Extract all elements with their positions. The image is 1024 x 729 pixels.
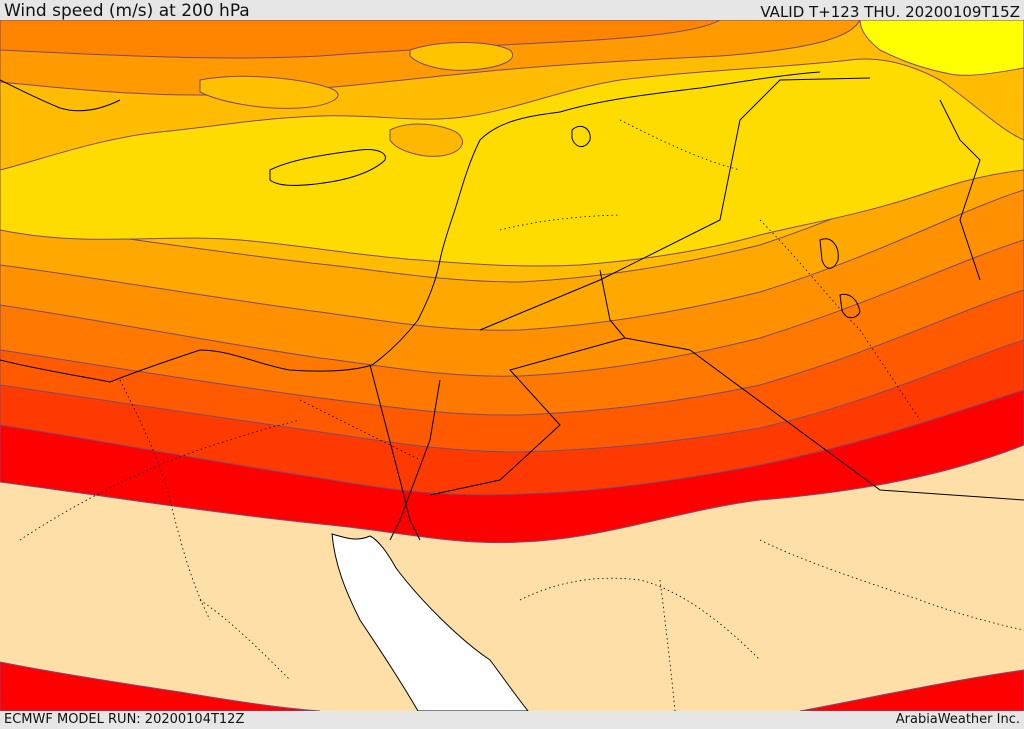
wind-band-top-dark bbox=[0, 20, 721, 59]
model-run-label: ECMWF MODEL RUN: 20200104T12Z bbox=[4, 712, 245, 727]
wind-band-lightest bbox=[859, 20, 1024, 76]
wind-blob-2 bbox=[409, 42, 513, 71]
map-canvas bbox=[0, 20, 1024, 711]
valid-time-label: VALID T+123 THU. 20200109T15Z bbox=[760, 3, 1020, 21]
header-bar: Wind speed (m/s) at 200 hPa VALID T+123 … bbox=[0, 0, 1024, 21]
coastlines bbox=[0, 71, 1024, 541]
footer-bar: ECMWF MODEL RUN: 20200104T12Z ArabiaWeat… bbox=[0, 711, 1024, 729]
admin-boundaries bbox=[19, 119, 1024, 711]
wind-blob-1 bbox=[389, 123, 463, 157]
red-sea bbox=[331, 533, 529, 711]
map-title: Wind speed (m/s) at 200 hPa bbox=[4, 1, 250, 21]
wind-band-yellow bbox=[0, 58, 1024, 267]
wind-blob-3 bbox=[199, 75, 339, 109]
credit-label: ArabiaWeather Inc. bbox=[895, 712, 1020, 727]
wind-speed-map[interactable] bbox=[0, 20, 1024, 711]
wind-band-south-red bbox=[0, 661, 321, 711]
wind-band-south-red-2 bbox=[799, 669, 1024, 711]
